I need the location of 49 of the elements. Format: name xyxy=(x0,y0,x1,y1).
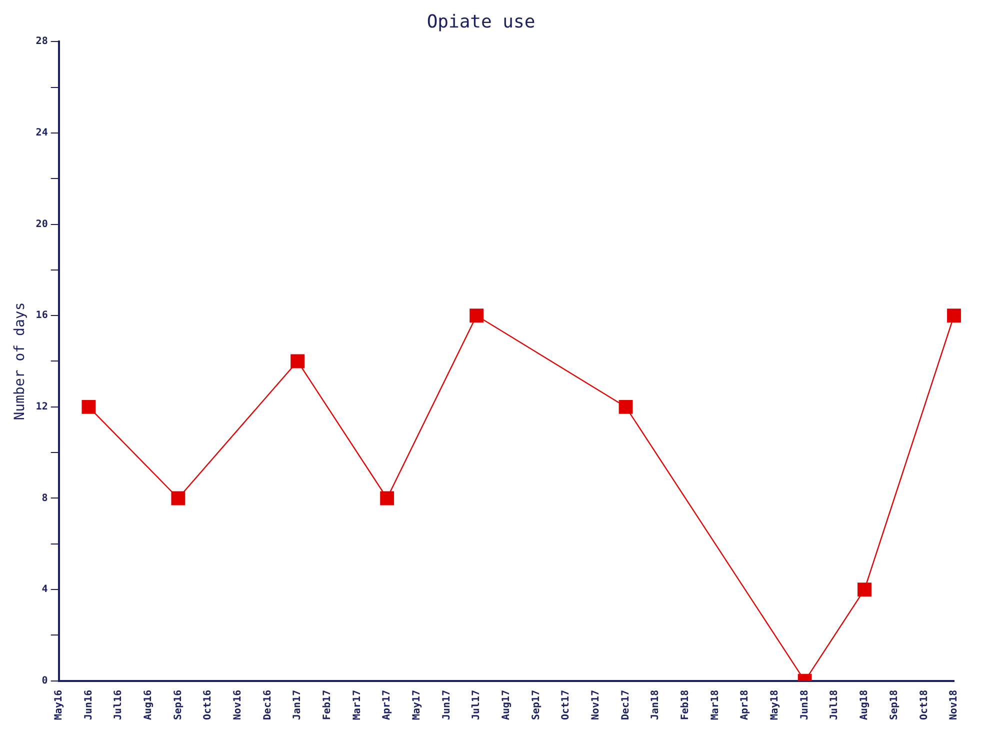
x-tick-label: Apr18 xyxy=(740,690,751,720)
x-tick-label: Sep18 xyxy=(888,690,900,720)
y-axis-title: Number of days xyxy=(12,302,28,420)
y-tick-label: 20 xyxy=(36,218,48,230)
point xyxy=(380,491,394,506)
x-tick-label: Oct16 xyxy=(202,690,214,720)
y-tick-label: 8 xyxy=(42,492,48,504)
x-tick-label: Nov18 xyxy=(948,690,960,720)
point xyxy=(290,354,305,368)
y-tick-label: 4 xyxy=(42,584,48,596)
x-tick-label: Jun17 xyxy=(441,690,452,720)
x-tick-label: May16 xyxy=(53,690,64,720)
x-tick-label: Jul18 xyxy=(829,690,840,720)
x-tick-label: Jan17 xyxy=(292,690,304,720)
x-tick-label: Nov16 xyxy=(232,690,244,720)
x-tick-label: Sep16 xyxy=(172,690,184,720)
point xyxy=(470,308,484,323)
x-tick-label: Dec17 xyxy=(620,690,632,720)
point xyxy=(858,582,872,597)
x-tick-label: Jun18 xyxy=(799,690,810,720)
x-tick-label: Dec16 xyxy=(262,690,274,720)
x-tick-label: Oct17 xyxy=(560,690,572,720)
x-tick-label: Sep17 xyxy=(530,690,542,720)
x-tick-label: Jul16 xyxy=(113,690,124,720)
y-tick-label: 0 xyxy=(42,675,48,686)
x-tick-label: Feb18 xyxy=(680,690,692,720)
y-tick-label: 16 xyxy=(36,310,48,322)
x-tick-label: Aug16 xyxy=(142,690,154,720)
y-tick-label: 28 xyxy=(36,36,48,48)
x-tick-label: Jun16 xyxy=(83,690,94,720)
point xyxy=(947,308,961,323)
point xyxy=(82,400,96,414)
chart-title: Opiate use xyxy=(426,11,536,32)
x-tick-label: Feb17 xyxy=(322,690,333,720)
x-tick-label: Jan18 xyxy=(650,690,662,720)
x-tick-label: Apr17 xyxy=(382,690,393,720)
x-tick-label: Jul17 xyxy=(471,690,482,720)
x-tick-label: Oct18 xyxy=(918,690,930,720)
x-tick-label: May18 xyxy=(770,690,781,720)
x-tick-label: Mar17 xyxy=(352,690,363,720)
point xyxy=(171,491,186,506)
x-tick-label: Aug17 xyxy=(501,690,512,720)
x-tick-label: May17 xyxy=(412,690,422,720)
x-tick-label: Mar18 xyxy=(710,690,721,720)
point xyxy=(618,400,633,414)
y-tick-label: 24 xyxy=(36,128,48,139)
x-tick-label: Nov17 xyxy=(590,690,602,720)
y-tick-label: 12 xyxy=(36,402,48,413)
x-tick-label: Aug18 xyxy=(859,690,870,720)
